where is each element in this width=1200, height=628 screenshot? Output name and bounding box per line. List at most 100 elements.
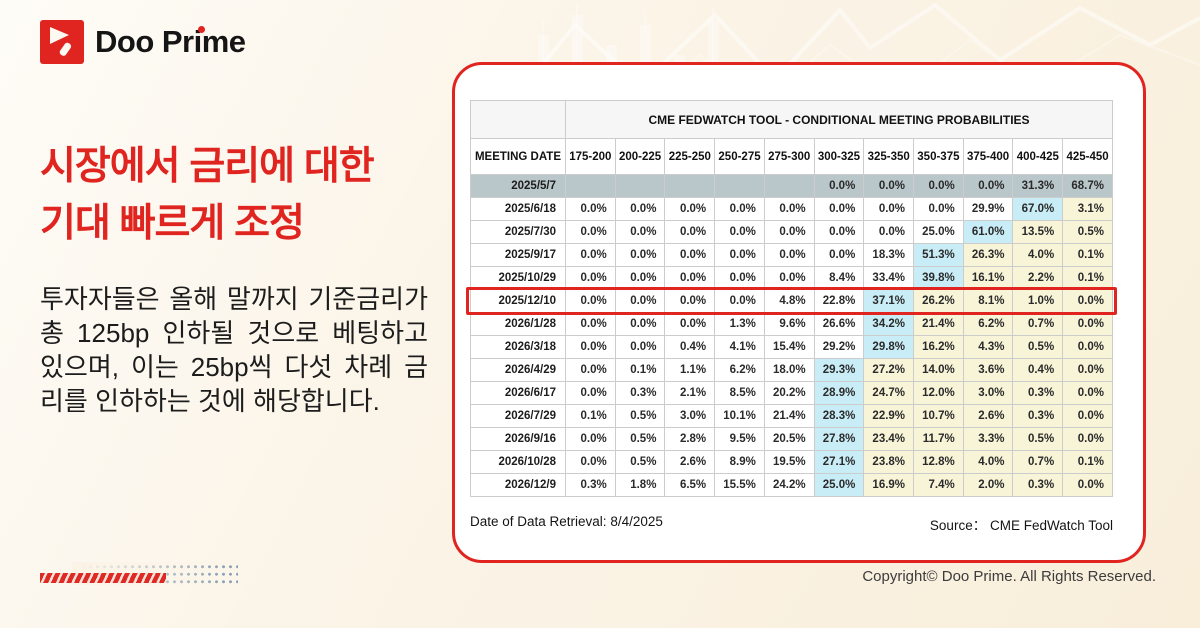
probability-cell: 19.5% [763, 450, 815, 474]
probability-cell: 9.5% [714, 427, 765, 451]
probability-cell: 0.5% [614, 427, 666, 451]
probability-cell: 0.1% [614, 358, 666, 382]
probability-cell: 0.0% [763, 220, 815, 244]
rate-range-header: 200-225 [614, 138, 666, 175]
probability-cell: 2.6% [962, 404, 1014, 428]
probability-cell: 8.5% [714, 381, 765, 405]
probability-cell: 0.0% [714, 220, 765, 244]
probability-cell: 0.4% [1012, 358, 1064, 382]
probability-cell: 7.4% [913, 473, 964, 497]
probability-cell: 2.8% [664, 427, 716, 451]
probability-cell: 6.5% [664, 473, 716, 497]
rate-range-header: 325-350 [863, 138, 915, 175]
probability-cell: 0.0% [1062, 358, 1113, 382]
brand-logo-text: Doo Prime [95, 24, 246, 59]
probability-cell: 0.0% [813, 174, 865, 198]
probability-cell: 29.8% [863, 335, 915, 359]
probability-cell: 29.3% [813, 358, 865, 382]
fedwatch-table: CME FEDWATCH TOOL - CONDITIONAL MEETING … [470, 100, 1113, 497]
probability-cell: 0.0% [614, 266, 666, 290]
meeting-date-cell: 2026/7/29 [470, 404, 566, 428]
table-row: 2025/10/29 0.0% 0.0% 0.0% 0.0% 0.0% 8.4% 33.4% 3… [470, 266, 1113, 290]
meeting-date-cell: 2025/7/30 [470, 220, 566, 244]
table-row: 2025/5/7 0.0% 0.0% 0.0% 0.0% 31.3% 68.7% [470, 174, 1113, 198]
probability-cell: 0.0% [913, 197, 964, 221]
table-row: 2026/10/28 0.0% 0.5% 2.6% 8.9% 19.5% 27.1% 23.8… [470, 450, 1113, 474]
headline-line1: 시장에서 금리에 대한 [40, 145, 375, 188]
probability-cell: 0.0% [863, 220, 915, 244]
probability-cell: 6.2% [962, 312, 1014, 336]
probability-cell: 0.0% [565, 335, 616, 359]
probability-cell: 0.5% [1012, 427, 1064, 451]
probability-cell: 0.1% [1062, 243, 1113, 267]
meeting-date-cell: 2026/9/16 [470, 427, 566, 451]
table-row: 2025/12/10 0.0% 0.0% 0.0% 0.0% 4.8% 22.8% 37.1%… [470, 289, 1113, 313]
table-row: 2025/7/30 0.0% 0.0% 0.0% 0.0% 0.0% 0.0% 0.0% 25.… [470, 220, 1113, 244]
probability-cell: 0.0% [863, 174, 915, 198]
probability-cell: 12.8% [913, 450, 964, 474]
probability-cell: 8.1% [962, 289, 1014, 313]
card-footer: Date of Data Retrieval: 8/4/2025 Source：… [470, 514, 1113, 534]
table-row: 2026/9/16 0.0% 0.5% 2.8% 9.5% 20.5% 27.8% 23.4%… [470, 427, 1113, 451]
probability-cell: 0.0% [614, 312, 666, 336]
probability-cell: 26.2% [913, 289, 964, 313]
probability-cell [763, 174, 815, 198]
probability-cell: 33.4% [863, 266, 915, 290]
headline: 시장에서 금리에 대한 기대 빠르게 조정 [40, 138, 375, 252]
probability-cell: 0.0% [565, 266, 616, 290]
probability-cell: 24.2% [763, 473, 815, 497]
meeting-date-cell: 2025/5/7 [470, 174, 566, 198]
probability-cell: 0.0% [664, 266, 716, 290]
probability-cell: 0.0% [863, 197, 915, 221]
probability-cell: 28.9% [813, 381, 865, 405]
probability-cell: 37.1% [863, 289, 915, 313]
probability-cell: 0.5% [614, 450, 666, 474]
doo-prime-logo-icon [40, 20, 84, 64]
probability-cell: 0.0% [565, 312, 616, 336]
probability-cell: 12.0% [913, 381, 964, 405]
probability-cell: 0.0% [763, 197, 815, 221]
probability-cell: 4.0% [1012, 243, 1064, 267]
probability-cell: 0.0% [664, 312, 716, 336]
probability-cell: 26.6% [813, 312, 865, 336]
probability-cell: 0.7% [1012, 450, 1064, 474]
probability-cell: 27.1% [813, 450, 865, 474]
probability-cell: 22.9% [863, 404, 915, 428]
probability-cell: 15.4% [763, 335, 815, 359]
probability-cell: 18.0% [763, 358, 815, 382]
probability-cell: 28.3% [813, 404, 865, 428]
retrieval-date-label: Date of Data Retrieval: 8/4/2025 [470, 514, 663, 529]
meeting-date-header: MEETING DATE [470, 138, 566, 175]
rate-range-header: 250-275 [714, 138, 765, 175]
probability-cell: 2.6% [664, 450, 716, 474]
probability-cell: 1.1% [664, 358, 716, 382]
probability-cell: 29.9% [962, 197, 1014, 221]
probability-cell: 27.8% [813, 427, 865, 451]
probability-cell: 11.7% [913, 427, 964, 451]
meeting-date-cell: 2026/4/29 [470, 358, 566, 382]
probability-cell: 22.8% [813, 289, 865, 313]
meeting-date-cell: 2026/6/17 [470, 381, 566, 405]
probability-cell: 0.0% [813, 220, 865, 244]
meeting-date-cell: 2025/12/10 [470, 289, 566, 313]
probability-cell: 1.3% [714, 312, 765, 336]
probability-cell: 18.3% [863, 243, 915, 267]
probability-cell: 1.8% [614, 473, 666, 497]
probability-cell: 0.1% [1062, 450, 1113, 474]
probability-cell: 0.3% [565, 473, 616, 497]
probability-cell: 0.3% [1012, 473, 1064, 497]
probability-cell: 8.9% [714, 450, 765, 474]
probability-cell: 4.0% [962, 450, 1014, 474]
probability-cell: 0.0% [1062, 289, 1113, 313]
probability-cell: 0.5% [1012, 335, 1064, 359]
probability-cell: 0.0% [1062, 381, 1113, 405]
probability-cell: 3.3% [962, 427, 1014, 451]
probability-cell: 4.8% [763, 289, 815, 313]
probability-cell: 0.1% [565, 404, 616, 428]
probability-cell: 24.7% [863, 381, 915, 405]
probability-cell: 21.4% [913, 312, 964, 336]
probability-cell [614, 174, 666, 198]
probability-cell: 6.2% [714, 358, 765, 382]
table-title: CME FEDWATCH TOOL - CONDITIONAL MEETING … [565, 100, 1113, 139]
probability-cell: 0.0% [565, 243, 616, 267]
